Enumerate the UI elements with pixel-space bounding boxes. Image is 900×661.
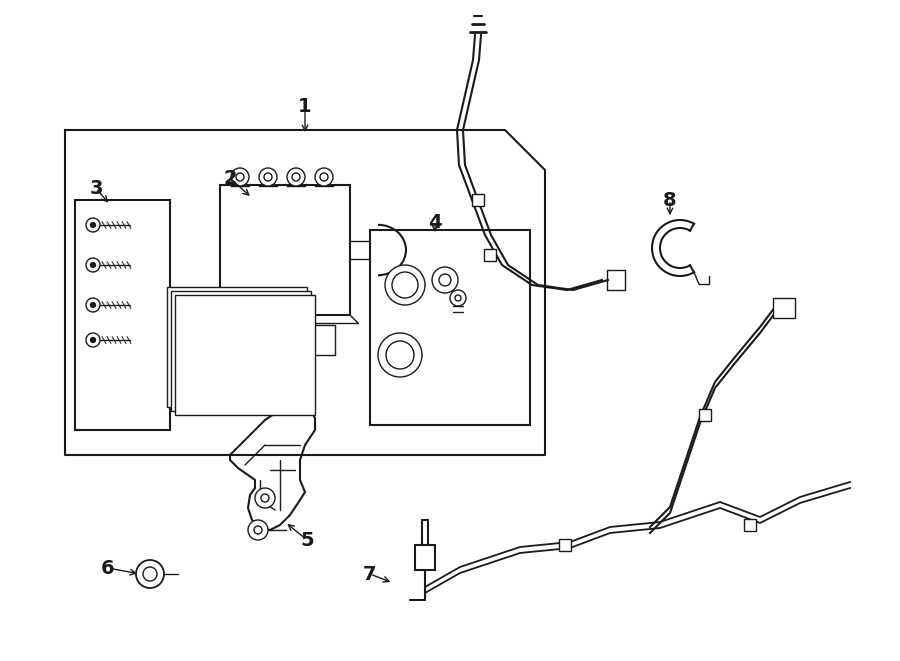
Circle shape bbox=[86, 258, 100, 272]
Circle shape bbox=[378, 333, 422, 377]
Text: 1: 1 bbox=[298, 98, 311, 116]
Circle shape bbox=[231, 168, 249, 186]
Circle shape bbox=[432, 267, 458, 293]
Circle shape bbox=[143, 567, 157, 581]
Bar bbox=[699, 409, 711, 421]
Circle shape bbox=[136, 560, 164, 588]
Circle shape bbox=[91, 303, 95, 307]
Text: 8: 8 bbox=[663, 190, 677, 210]
Bar bbox=[370, 230, 530, 425]
Bar bbox=[559, 539, 571, 551]
Circle shape bbox=[392, 272, 418, 298]
Circle shape bbox=[248, 520, 268, 540]
Circle shape bbox=[86, 333, 100, 347]
Circle shape bbox=[255, 488, 275, 508]
Bar bbox=[484, 249, 496, 261]
Text: 4: 4 bbox=[428, 212, 442, 231]
Bar bbox=[773, 298, 795, 318]
Circle shape bbox=[292, 173, 300, 181]
Circle shape bbox=[455, 295, 461, 301]
Circle shape bbox=[320, 173, 328, 181]
Text: 6: 6 bbox=[101, 559, 115, 578]
Circle shape bbox=[86, 298, 100, 312]
Circle shape bbox=[91, 223, 95, 227]
Bar bbox=[175, 295, 315, 415]
Circle shape bbox=[91, 262, 95, 268]
Circle shape bbox=[261, 494, 269, 502]
Circle shape bbox=[91, 338, 95, 342]
Bar bbox=[744, 519, 756, 531]
Text: 3: 3 bbox=[89, 178, 103, 198]
Circle shape bbox=[450, 290, 466, 306]
Bar bbox=[472, 194, 484, 206]
Circle shape bbox=[386, 341, 414, 369]
Circle shape bbox=[86, 218, 100, 232]
Circle shape bbox=[385, 265, 425, 305]
Circle shape bbox=[254, 526, 262, 534]
Bar bbox=[75, 200, 170, 430]
Text: 2: 2 bbox=[223, 169, 237, 188]
Text: 5: 5 bbox=[301, 531, 314, 549]
Bar bbox=[167, 287, 307, 407]
Circle shape bbox=[264, 173, 272, 181]
Circle shape bbox=[259, 168, 277, 186]
Circle shape bbox=[315, 168, 333, 186]
Circle shape bbox=[236, 173, 244, 181]
Circle shape bbox=[287, 168, 305, 186]
Bar bbox=[220, 185, 350, 315]
Text: 7: 7 bbox=[364, 564, 377, 584]
Circle shape bbox=[439, 274, 451, 286]
Bar bbox=[171, 291, 311, 411]
